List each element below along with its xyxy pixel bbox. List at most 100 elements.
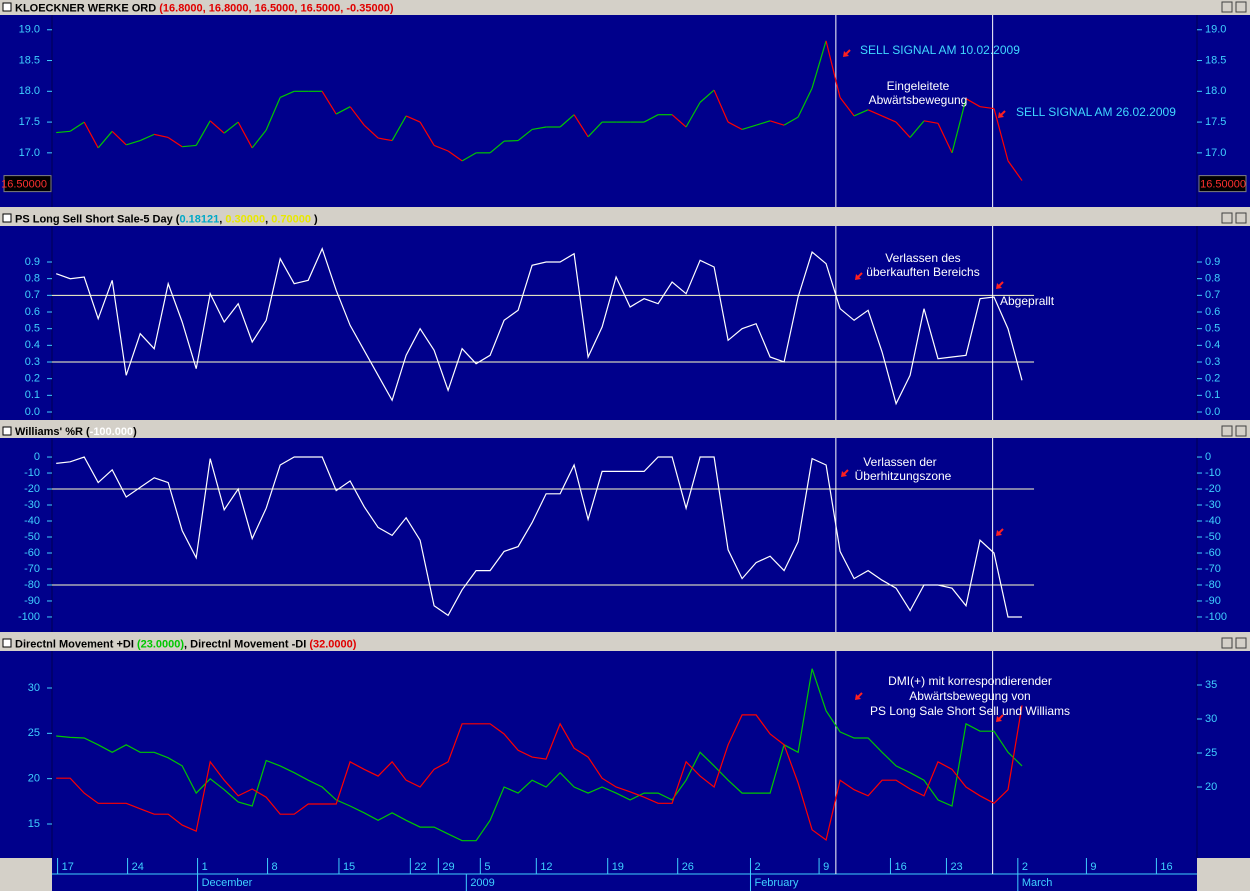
series-line [55,247,1023,406]
annotation: Abwärtsbewegung von [909,689,1030,703]
window-icon [2,2,12,12]
price-segment [979,106,995,110]
annotation: SELL SIGNAL AM 10.02.2009 [860,43,1020,57]
price-segment [741,124,757,131]
y-tick-label: 0.8 [25,273,40,285]
y-tick-label: -20 [24,483,40,495]
title-part: , [219,213,225,225]
price-segment [349,106,365,126]
x-tick-label: 1 [202,861,208,873]
annotation: Abwärtsbewegung [869,93,968,107]
price-segment [825,40,841,98]
price-segment [111,130,127,146]
minimize-button[interactable] [1221,425,1233,437]
y-tick-label-right: 18.0 [1205,85,1226,97]
price-segment [923,120,939,124]
panel-background [0,226,1250,420]
y-tick-label-right: 0.4 [1205,339,1220,351]
price-segment [559,114,575,128]
panel-title: Williams' %R (-100.000) [15,426,137,438]
y-tick-label-right: 17.0 [1205,147,1226,159]
y-tick-label: -60 [24,547,40,559]
window-icon [2,213,12,223]
price-segment [727,121,743,130]
price-segment [126,139,141,146]
month-label: February [754,877,799,889]
title-part: -100.000 [90,426,133,438]
arrow-head [841,471,847,477]
y-tick-label-right: 0.2 [1205,373,1220,385]
x-tick-label: 8 [272,861,278,873]
y-tick-label: 25 [28,727,40,739]
price-segment [195,120,211,146]
price-segment [182,144,197,148]
y-tick-label: 0 [34,451,40,463]
annotation: Verlassen des [885,251,960,265]
y-tick-label-right: -90 [1205,595,1221,607]
y-tick-label: 18.5 [19,54,40,66]
title-part: , [265,213,271,225]
arrow-head [998,112,1004,118]
y-tick-label: 0.7 [25,289,40,301]
y-tick-label: 17.5 [19,116,40,128]
title-part: (23.0000) [137,638,184,650]
price-segment [797,87,813,118]
month-label: December [202,877,253,889]
price-segment [769,120,785,126]
price-segment [461,152,477,162]
y-tick-label-right: -30 [1205,499,1221,511]
x-tick-label: 12 [540,861,552,873]
price-segment [951,98,967,153]
x-tick-label: 9 [1090,861,1096,873]
x-tick-label: 2 [754,861,760,873]
x-tick-label: 24 [132,861,144,873]
last-value-box [3,175,52,193]
price-segment [489,140,505,154]
minimize-button[interactable] [1221,1,1233,13]
title-part: ) [311,213,318,225]
price-segment [839,97,855,117]
price-segment [993,108,1009,162]
price-segment [532,126,547,131]
price-segment [881,115,897,123]
price-segment [251,129,267,149]
series-line [56,705,1023,842]
minimize-button[interactable] [1221,212,1233,224]
x-tick-label: 22 [414,861,426,873]
series-line [56,456,1022,618]
x-tick-label: 5 [484,861,490,873]
y-tick-label-right: 0.6 [1205,306,1220,318]
y-tick-label-right: 0.0 [1205,406,1220,418]
y-tick-label-right: -100 [1205,611,1227,623]
y-tick-label: -90 [24,595,40,607]
minimize-button[interactable] [1221,637,1233,649]
price-segment [685,102,701,128]
y-tick-label-right: -50 [1205,531,1221,543]
y-tick-label: 0.0 [25,406,40,418]
price-segment [573,114,589,138]
last-value-label: 16.50000 [1200,179,1246,191]
price-segment [391,115,407,141]
annotation: Eingeleitete [887,79,950,93]
close-button[interactable] [1235,1,1247,13]
title-part: 0.18121 [179,213,219,225]
price-segment [643,114,659,123]
y-tick-label: -30 [24,499,40,511]
price-segment [783,116,799,126]
arrow-head [996,716,1002,722]
price-segment [1007,160,1023,181]
arrow-head [855,694,861,700]
y-tick-label: 19.0 [19,24,40,36]
close-button[interactable] [1235,425,1247,437]
x-tick-label: 23 [950,861,962,873]
y-tick-label: 0.5 [25,323,40,335]
title-part: Williams' %R [15,426,86,438]
y-tick-label: 15 [28,818,40,830]
close-button[interactable] [1235,212,1247,224]
close-button[interactable] [1235,637,1247,649]
y-tick-label: 18.0 [19,85,40,97]
annotation: Abgeprallt [1000,294,1055,308]
price-segment [56,130,71,134]
last-value-box [1198,175,1247,193]
